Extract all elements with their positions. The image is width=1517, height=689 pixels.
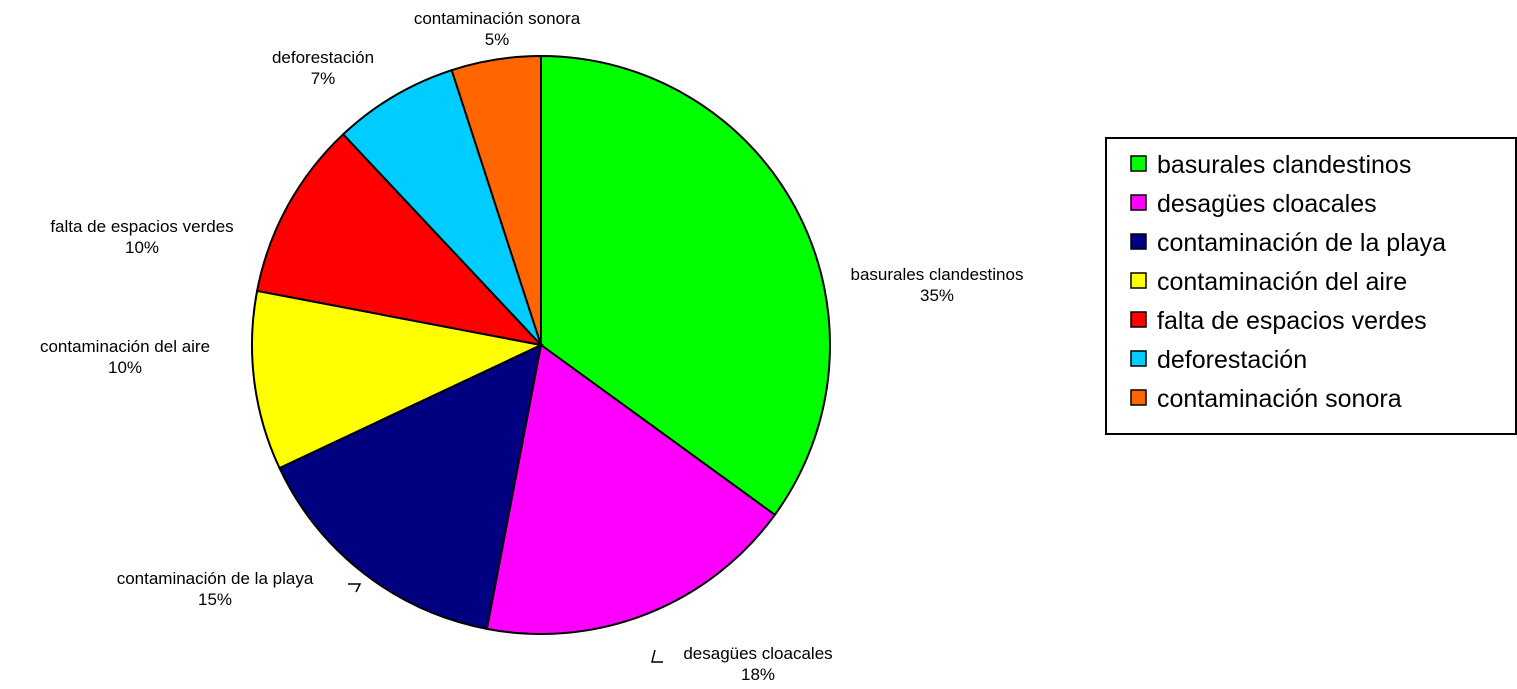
slice-label-deforestacion: deforestación 7% (272, 48, 374, 88)
slice-labels: basurales clandestinos 35% desagües cloaca… (40, 9, 1024, 684)
legend-label-contaminacion-del-aire: contaminación del aire (1157, 268, 1407, 296)
slice-label-falta-de-espacios-verdes: falta de espacios verdes 10% (50, 217, 233, 257)
legend-label-deforestacion: deforestación (1157, 346, 1307, 374)
legend-label-desagues-cloacales: desagües cloacales (1157, 190, 1377, 218)
pie-slice-contaminacion-sonora (450, 54, 542, 346)
legend: basurales clandestinos desagües cloacales… (1105, 137, 1517, 435)
legend-label-contaminacion-de-la-playa: contaminación de la playa (1157, 229, 1446, 257)
legend-swatch-contaminacion-de-la-playa (1130, 233, 1147, 250)
legend-swatch-basurales-clandestinos (1130, 155, 1147, 172)
pie-slice-falta-de-espacios-verdes (255, 132, 544, 347)
legend-swatch-desagues-cloacales (1130, 194, 1147, 211)
slice-label-desagues-cloacales: desagües cloacales 18% (683, 644, 832, 684)
legend-swatch-falta-de-espacios-verdes (1130, 311, 1147, 328)
legend-label-falta-de-espacios-verdes: falta de espacios verdes (1157, 307, 1427, 335)
legend-label-contaminacion-sonora: contaminación sonora (1157, 385, 1402, 413)
leader-line-contaminacion-de-la-playa (348, 583, 362, 593)
pie-slice-deforestacion (341, 68, 542, 346)
legend-swatch-deforestacion (1130, 350, 1147, 367)
pie-slice-basurales-clandestinos (540, 54, 831, 517)
slice-label-contaminacion-sonora: contaminación sonora 5% (414, 9, 581, 49)
leader-line-desagues-cloacales (651, 649, 663, 663)
pie-slice-contaminacion-del-aire (251, 289, 545, 470)
pie-slice-contaminacion-de-la-playa (278, 343, 543, 631)
slice-label-contaminacion-del-aire: contaminación del aire 10% (40, 337, 210, 377)
pie-slice-desagues-cloacales (485, 343, 777, 635)
legend-label-basurales-clandestinos: basurales clandestinos (1157, 151, 1411, 179)
slice-label-contaminacion-de-la-playa: contaminación de la playa 15% (117, 569, 314, 609)
legend-box (1105, 137, 1517, 435)
pie-slices (251, 54, 831, 635)
legend-swatch-contaminacion-del-aire (1130, 272, 1147, 289)
legend-swatch-contaminacion-sonora (1130, 389, 1147, 406)
leader-lines (348, 583, 663, 663)
legend-items: basurales clandestinos desagües cloacales… (1130, 151, 1446, 413)
slice-label-basurales-clandestinos: basurales clandestinos 35% (851, 265, 1024, 305)
